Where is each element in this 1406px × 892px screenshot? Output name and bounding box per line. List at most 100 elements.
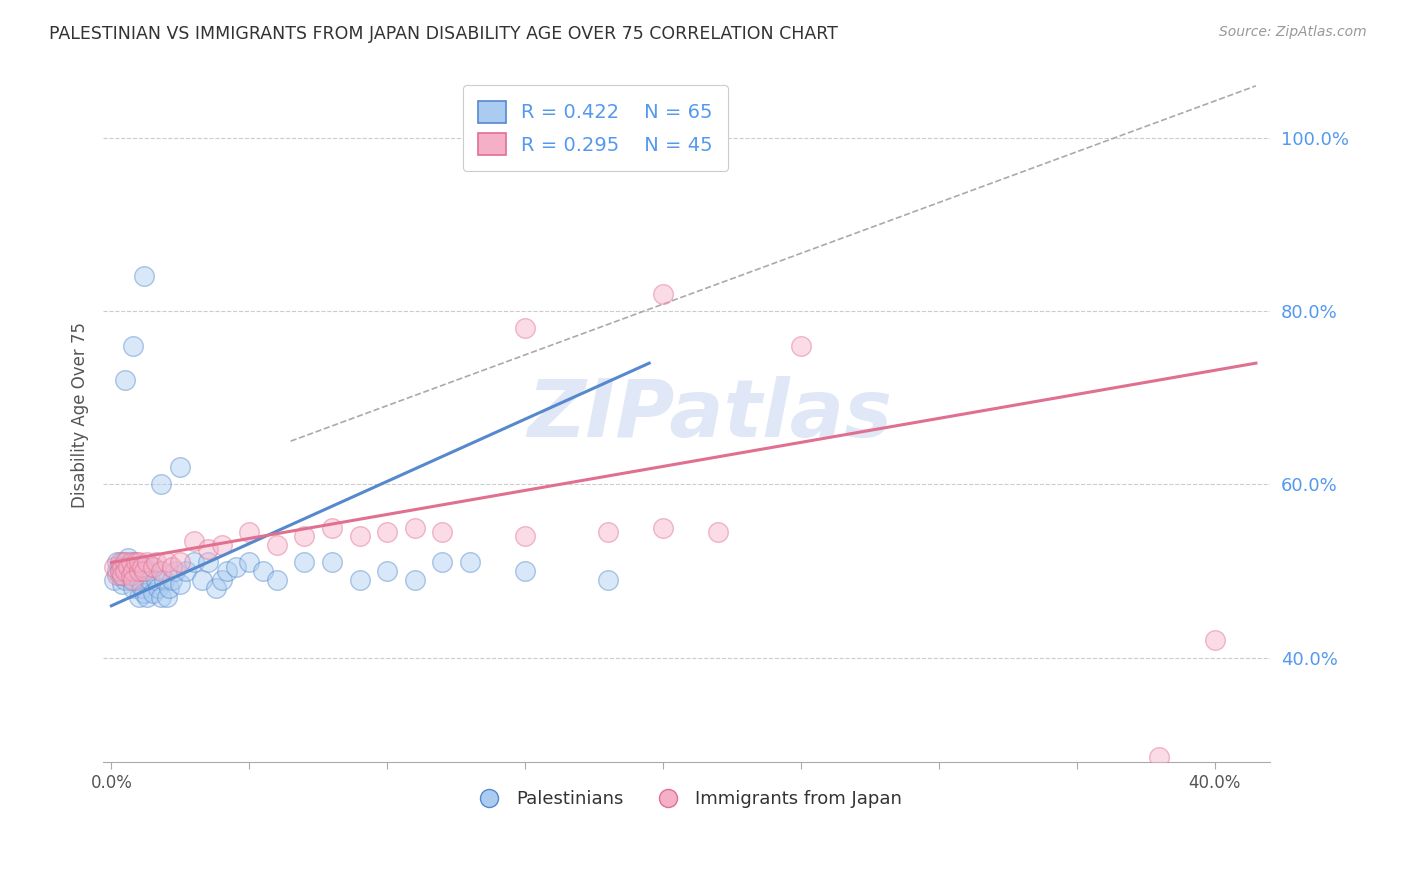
Point — [349, 573, 371, 587]
Point — [125, 564, 148, 578]
Point — [513, 564, 536, 578]
Point — [238, 525, 260, 540]
Point — [105, 568, 128, 582]
Point — [139, 573, 162, 587]
Point — [157, 582, 180, 596]
Point — [114, 564, 136, 578]
Point — [596, 573, 619, 587]
Point — [432, 556, 454, 570]
Text: PALESTINIAN VS IMMIGRANTS FROM JAPAN DISABILITY AGE OVER 75 CORRELATION CHART: PALESTINIAN VS IMMIGRANTS FROM JAPAN DIS… — [49, 25, 838, 43]
Point — [145, 573, 167, 587]
Point — [105, 564, 128, 578]
Point — [120, 573, 142, 587]
Point — [103, 573, 125, 587]
Point — [114, 556, 136, 570]
Point — [169, 460, 191, 475]
Point — [150, 477, 173, 491]
Point — [205, 582, 228, 596]
Point — [169, 577, 191, 591]
Point — [111, 568, 134, 582]
Point — [183, 556, 205, 570]
Point — [142, 559, 165, 574]
Point — [136, 564, 159, 578]
Point — [108, 568, 131, 582]
Point — [131, 564, 153, 578]
Point — [707, 525, 730, 540]
Point — [117, 551, 139, 566]
Point — [136, 590, 159, 604]
Point — [294, 556, 316, 570]
Point — [134, 559, 156, 574]
Point — [105, 556, 128, 570]
Point — [125, 568, 148, 582]
Point — [513, 321, 536, 335]
Point — [294, 529, 316, 543]
Point — [128, 556, 150, 570]
Text: Source: ZipAtlas.com: Source: ZipAtlas.com — [1219, 25, 1367, 39]
Point — [225, 559, 247, 574]
Point — [432, 525, 454, 540]
Point — [211, 573, 233, 587]
Point — [128, 590, 150, 604]
Point — [790, 339, 813, 353]
Point — [128, 564, 150, 578]
Point — [145, 556, 167, 570]
Point — [163, 564, 186, 578]
Point — [103, 559, 125, 574]
Point — [404, 521, 426, 535]
Point — [169, 556, 191, 570]
Point — [155, 556, 177, 570]
Point — [131, 559, 153, 574]
Point — [321, 556, 343, 570]
Point — [266, 538, 288, 552]
Point — [120, 556, 142, 570]
Point — [108, 564, 131, 578]
Point — [150, 590, 173, 604]
Point — [117, 564, 139, 578]
Point — [125, 556, 148, 570]
Point — [375, 525, 398, 540]
Point — [375, 564, 398, 578]
Point — [142, 586, 165, 600]
Point — [114, 374, 136, 388]
Point — [122, 556, 145, 570]
Point — [134, 564, 156, 578]
Legend: Palestinians, Immigrants from Japan: Palestinians, Immigrants from Japan — [464, 782, 910, 815]
Point — [1149, 750, 1171, 764]
Point — [150, 564, 173, 578]
Point — [1204, 633, 1226, 648]
Text: ZIPatlas: ZIPatlas — [527, 376, 893, 454]
Point — [134, 269, 156, 284]
Point — [114, 556, 136, 570]
Point — [197, 556, 219, 570]
Point — [111, 556, 134, 570]
Point — [211, 538, 233, 552]
Point — [155, 590, 177, 604]
Point — [134, 586, 156, 600]
Point — [111, 559, 134, 574]
Y-axis label: Disability Age Over 75: Disability Age Over 75 — [72, 322, 89, 508]
Point — [174, 564, 197, 578]
Point — [111, 577, 134, 591]
Point — [652, 521, 675, 535]
Point — [108, 564, 131, 578]
Point — [191, 573, 214, 587]
Point — [404, 573, 426, 587]
Point — [217, 564, 239, 578]
Point — [114, 573, 136, 587]
Point — [120, 559, 142, 574]
Point — [183, 533, 205, 548]
Point — [238, 556, 260, 570]
Point — [153, 573, 176, 587]
Point — [160, 573, 183, 587]
Point — [652, 286, 675, 301]
Point — [128, 573, 150, 587]
Point — [266, 573, 288, 587]
Point — [513, 529, 536, 543]
Point — [349, 529, 371, 543]
Point — [108, 559, 131, 574]
Point — [136, 556, 159, 570]
Point — [122, 564, 145, 578]
Point — [120, 568, 142, 582]
Point — [458, 556, 481, 570]
